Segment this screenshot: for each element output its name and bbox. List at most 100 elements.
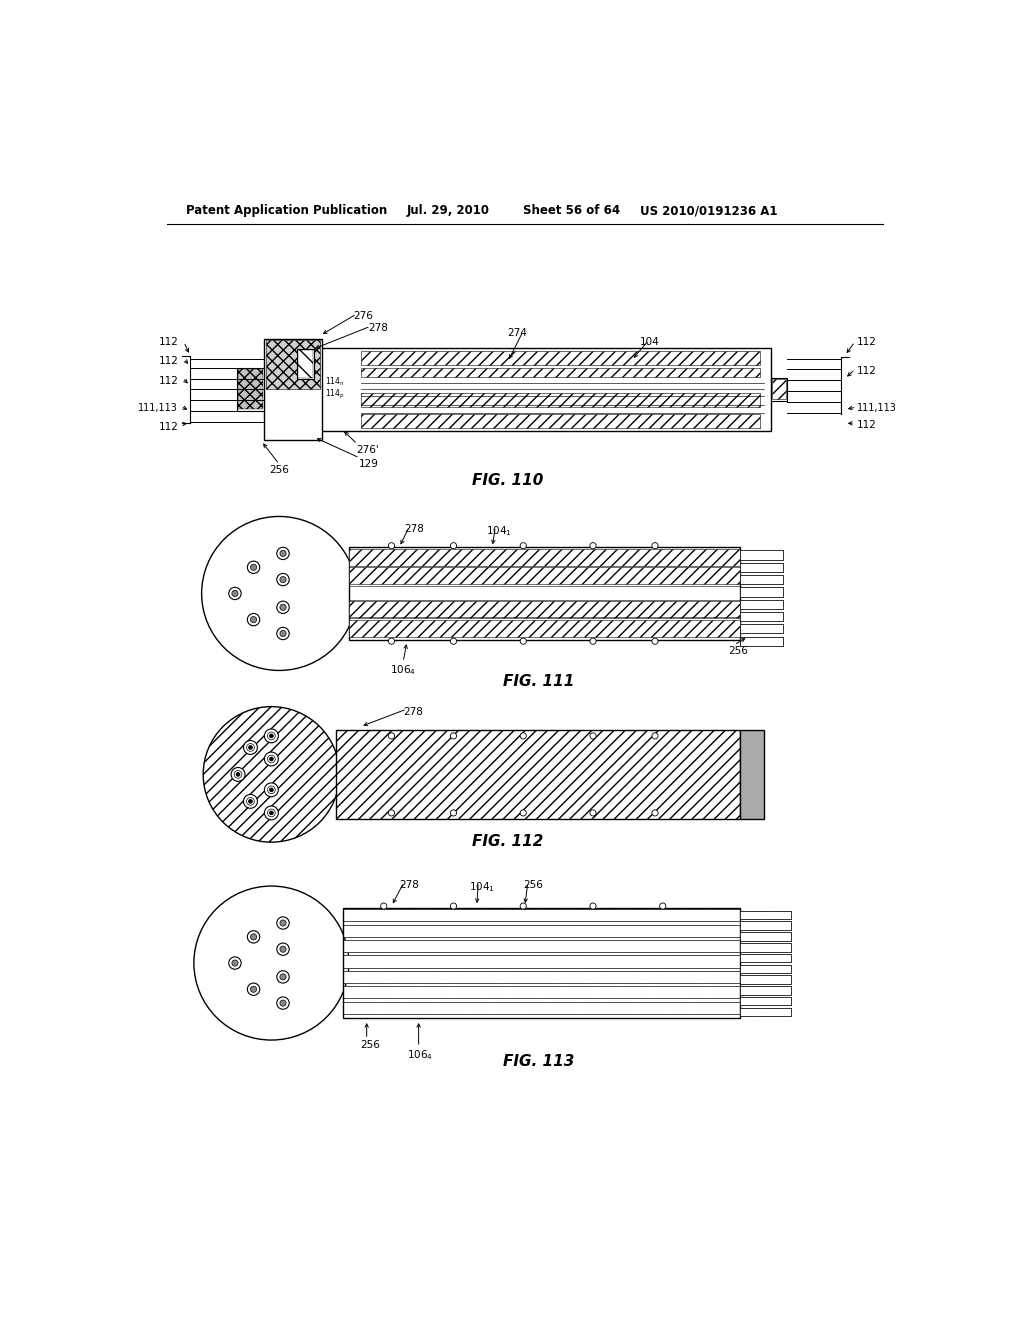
Circle shape <box>251 564 257 570</box>
Circle shape <box>590 638 596 644</box>
Text: 104: 104 <box>640 337 659 347</box>
Bar <box>771 378 786 401</box>
Circle shape <box>280 920 286 927</box>
Circle shape <box>264 807 279 820</box>
Circle shape <box>267 785 275 793</box>
Circle shape <box>280 631 286 636</box>
Bar <box>336 730 740 818</box>
Text: Sheet 56 of 64: Sheet 56 of 64 <box>523 205 621 218</box>
Text: 278: 278 <box>369 323 388 333</box>
Circle shape <box>451 543 457 549</box>
Circle shape <box>231 767 245 781</box>
Text: 278: 278 <box>403 706 423 717</box>
Circle shape <box>251 616 257 623</box>
Bar <box>740 730 764 818</box>
Circle shape <box>276 970 289 983</box>
Circle shape <box>269 734 273 738</box>
Text: 106$_4$: 106$_4$ <box>390 663 416 677</box>
Text: 112: 112 <box>856 420 877 430</box>
Bar <box>343 924 740 937</box>
Circle shape <box>251 986 257 993</box>
Circle shape <box>237 772 240 776</box>
Bar <box>740 921 791 929</box>
Bar <box>343 956 740 968</box>
Circle shape <box>590 543 596 549</box>
Bar <box>360 368 760 378</box>
Bar <box>740 587 783 597</box>
Circle shape <box>269 810 273 814</box>
Circle shape <box>451 638 457 644</box>
Bar <box>343 924 740 937</box>
Bar <box>314 348 771 430</box>
Bar <box>360 351 760 364</box>
Circle shape <box>590 809 596 816</box>
Bar <box>343 909 740 921</box>
Text: 112: 112 <box>856 337 877 347</box>
Bar <box>360 393 760 407</box>
Circle shape <box>276 601 289 614</box>
Circle shape <box>520 809 526 816</box>
Circle shape <box>276 548 289 560</box>
Bar <box>343 1002 740 1014</box>
Bar <box>740 986 791 995</box>
Circle shape <box>652 543 658 549</box>
Bar <box>740 975 791 983</box>
Circle shape <box>280 605 286 610</box>
Text: 106$_4$: 106$_4$ <box>407 1048 433 1061</box>
Bar <box>740 576 783 585</box>
Circle shape <box>276 627 289 640</box>
Text: 112: 112 <box>159 337 178 347</box>
Bar <box>740 587 783 597</box>
Text: FIG. 113: FIG. 113 <box>503 1053 574 1069</box>
Circle shape <box>202 516 356 671</box>
Bar <box>343 970 740 983</box>
Circle shape <box>451 733 457 739</box>
Circle shape <box>194 886 349 1040</box>
Bar <box>740 612 783 622</box>
Bar <box>238 370 263 409</box>
Circle shape <box>652 809 658 816</box>
Text: 274: 274 <box>508 327 527 338</box>
Circle shape <box>267 733 275 739</box>
Text: 256: 256 <box>729 645 749 656</box>
Circle shape <box>388 809 394 816</box>
Circle shape <box>520 903 526 909</box>
Circle shape <box>276 573 289 586</box>
Circle shape <box>590 733 596 739</box>
Bar <box>343 986 740 998</box>
Bar <box>740 550 783 560</box>
Text: 276: 276 <box>352 312 373 321</box>
Bar <box>343 1002 740 1014</box>
Text: Patent Application Publication: Patent Application Publication <box>186 205 387 218</box>
Circle shape <box>388 638 394 644</box>
Bar <box>740 942 791 952</box>
Circle shape <box>264 783 279 797</box>
Bar <box>336 730 740 818</box>
Bar <box>740 636 783 645</box>
Text: 111,113: 111,113 <box>856 404 896 413</box>
Bar <box>360 414 760 428</box>
Text: 129: 129 <box>359 459 379 469</box>
Bar <box>343 908 740 1019</box>
Bar <box>343 909 740 921</box>
Circle shape <box>280 550 286 557</box>
Circle shape <box>231 590 238 597</box>
Bar <box>349 548 740 640</box>
Bar <box>740 965 791 973</box>
Circle shape <box>280 946 286 952</box>
Circle shape <box>451 903 457 909</box>
Circle shape <box>269 758 273 760</box>
Bar <box>343 956 740 968</box>
Text: 256: 256 <box>360 1040 380 1049</box>
Bar <box>740 612 783 622</box>
Circle shape <box>228 587 241 599</box>
Circle shape <box>381 903 387 909</box>
Bar <box>740 975 791 983</box>
Circle shape <box>231 960 238 966</box>
Text: 112: 112 <box>856 367 877 376</box>
Bar <box>740 921 791 929</box>
Circle shape <box>244 741 257 755</box>
Text: FIG. 111: FIG. 111 <box>503 675 574 689</box>
Bar <box>237 368 264 411</box>
Circle shape <box>244 795 257 808</box>
